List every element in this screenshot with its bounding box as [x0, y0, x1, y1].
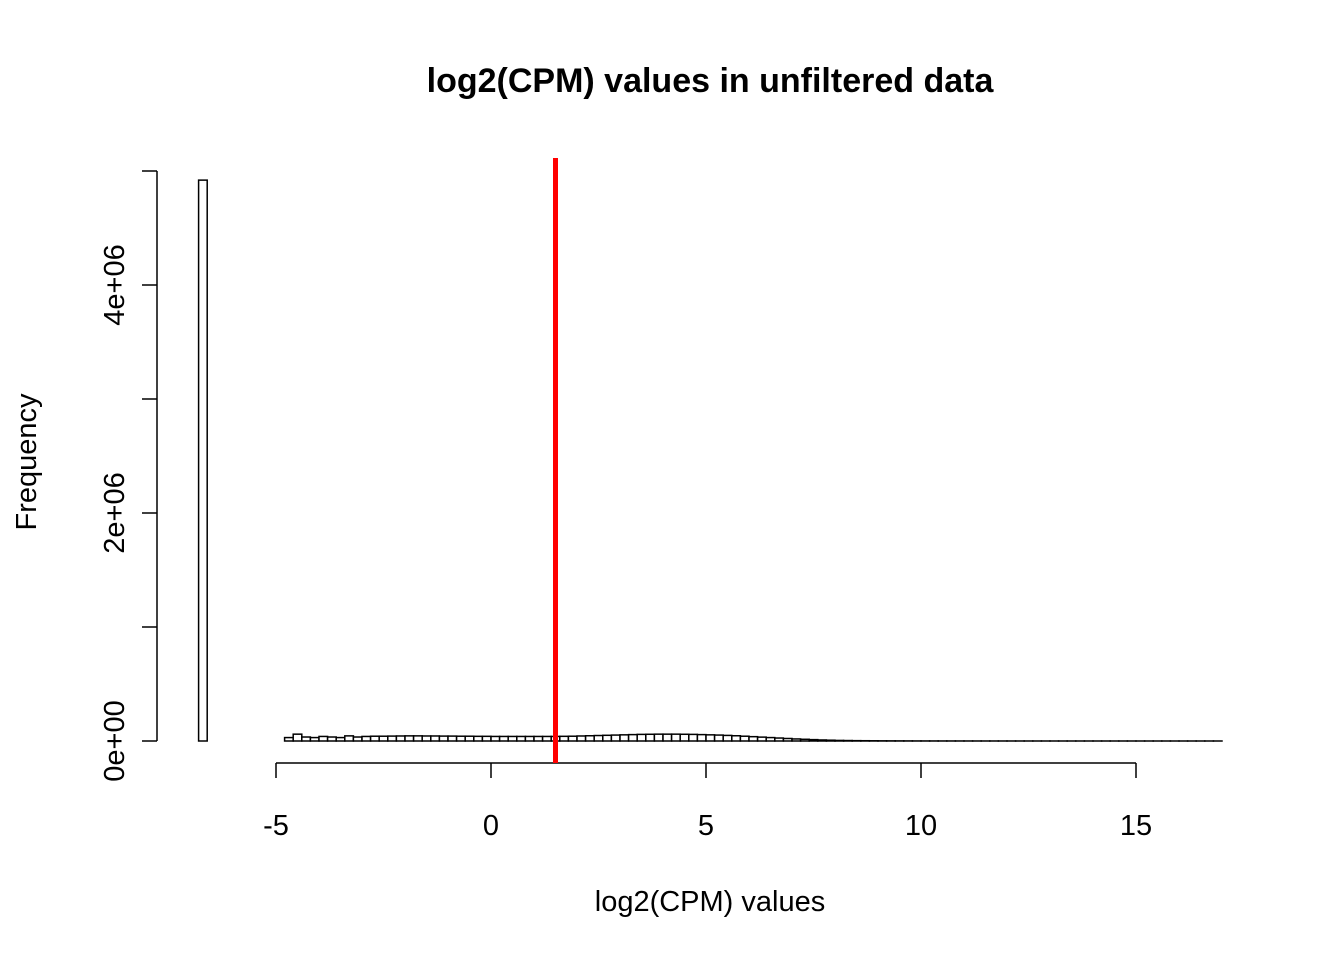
histogram-bar — [645, 733, 656, 742]
histogram-bar — [696, 733, 707, 742]
histogram-bar — [335, 736, 346, 742]
histogram-bar — [593, 734, 604, 742]
histogram-bar — [498, 735, 509, 742]
histogram-bar — [464, 735, 475, 742]
histogram-bar — [318, 735, 329, 742]
histogram-bar — [369, 735, 380, 742]
x-tick-label: -5 — [263, 810, 289, 842]
histogram-bar — [825, 739, 836, 742]
histogram-bar — [653, 733, 664, 742]
histogram-bar — [344, 735, 355, 742]
histogram-bar — [748, 735, 759, 742]
chart-title: log2(CPM) values in unfiltered data — [427, 62, 995, 100]
histogram-bar — [412, 735, 423, 742]
x-tick-label: 10 — [905, 810, 937, 842]
histogram-bar — [524, 735, 535, 742]
y-tick-label: 0e+00 — [99, 700, 131, 781]
histogram-bar — [602, 734, 613, 742]
histogram-bar — [516, 735, 527, 742]
histogram-bar — [533, 735, 544, 742]
histogram-bar — [309, 736, 320, 742]
histogram-bar — [662, 733, 673, 742]
histogram-bar — [679, 733, 690, 742]
histogram-bar — [584, 735, 595, 742]
histogram-bar — [765, 736, 776, 742]
histogram-bar — [481, 735, 492, 742]
histogram-bar — [713, 734, 724, 742]
histogram-bar — [619, 734, 630, 742]
histogram-bar — [705, 734, 716, 742]
histogram-bar — [799, 738, 810, 742]
x-tick-label: 5 — [698, 810, 714, 842]
histogram-bar — [567, 735, 578, 742]
histogram-bar — [292, 733, 303, 742]
histogram-bar — [421, 735, 432, 742]
histogram-bar — [197, 179, 208, 742]
histogram-bar — [756, 736, 767, 742]
histogram-bar — [834, 739, 845, 742]
y-axis-label: Frequency — [11, 393, 43, 531]
y-tick-label: 4e+06 — [99, 244, 131, 325]
histogram-bar — [791, 738, 802, 742]
histogram-bar — [636, 733, 647, 742]
histogram-bar — [610, 734, 621, 742]
x-tick-label: 15 — [1120, 810, 1152, 842]
histogram-bar — [559, 735, 570, 742]
histogram-bar — [722, 734, 733, 742]
histogram-bar — [817, 739, 828, 742]
histogram-bar — [507, 735, 518, 742]
histogram-bar — [283, 736, 294, 742]
histogram-bar — [739, 735, 750, 742]
histogram-bar — [352, 736, 363, 742]
x-axis-label: log2(CPM) values — [595, 886, 825, 918]
histogram-bar — [688, 733, 699, 742]
histogram-bar — [361, 735, 372, 742]
histogram-bar — [473, 735, 484, 742]
histogram-bar — [627, 733, 638, 742]
histogram-bar — [576, 735, 587, 742]
histogram-bar — [774, 737, 785, 742]
histogram-bar — [438, 735, 449, 742]
histogram-bar — [326, 736, 337, 742]
histogram-bar — [670, 733, 681, 742]
y-tick-label: 2e+06 — [99, 472, 131, 553]
histogram-bar — [808, 738, 819, 742]
x-tick-label: 0 — [483, 810, 499, 842]
histogram-bar — [430, 735, 441, 742]
histogram-bar — [731, 735, 742, 742]
histogram-bar — [395, 735, 406, 742]
histogram-bar — [490, 735, 501, 742]
histogram-bar — [404, 735, 415, 742]
histogram-bar — [378, 735, 389, 742]
histogram-bar — [387, 735, 398, 742]
histogram-bar — [782, 737, 793, 742]
histogram-bar — [301, 736, 312, 742]
histogram-bar — [447, 735, 458, 742]
histogram-bar — [541, 735, 552, 742]
histogram-bar — [455, 735, 466, 742]
